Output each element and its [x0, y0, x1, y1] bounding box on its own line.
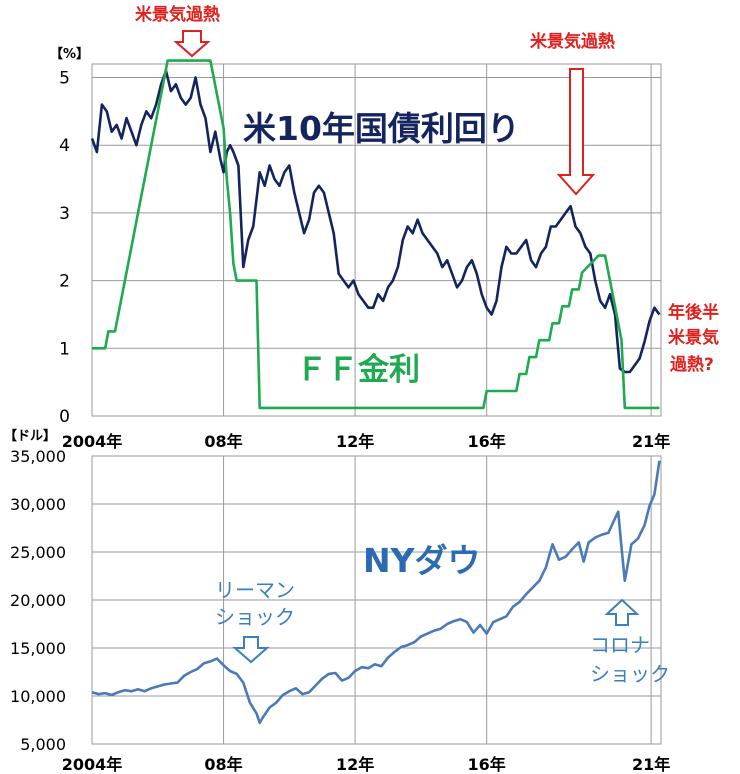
x-tick-label: 08年	[204, 432, 242, 451]
down-arrow-icon	[556, 68, 596, 196]
up-arrow-icon	[604, 598, 640, 626]
y-tick-label: 15,000	[10, 639, 66, 658]
x-tick-label: 21年	[632, 432, 670, 451]
y-tick-label: 5,000	[20, 735, 66, 754]
x-tick-label: 2004年	[62, 755, 123, 774]
x-tick-label: 12年	[336, 755, 374, 774]
y-axis-unit: 【ドル】	[4, 428, 56, 444]
x-tick-label: 12年	[336, 432, 374, 451]
annotation-lehman-line2: ショック	[215, 605, 295, 629]
y-tick-label: 4	[59, 136, 70, 156]
y-tick-label: 0	[59, 407, 70, 427]
annotation-forecast-line1: 年後半	[668, 302, 719, 323]
y-axis-unit: 【%】	[50, 46, 89, 62]
y-tick-label: 35,000	[10, 447, 66, 466]
annotation-overheat-1: 米景気過熱	[135, 4, 220, 25]
annotation-forecast-line2: 米景気	[668, 327, 719, 348]
series-line-2-1	[91, 460, 661, 725]
series-line-1-1	[90, 69, 661, 374]
x-tick-label: 16年	[468, 755, 506, 774]
down-arrow-icon	[232, 636, 270, 664]
annotation-lehman-line1: リーマン	[215, 578, 295, 602]
ny-dow-chart: 5,000 10,000 15,000 20,000 25,000 30,000 35,00…	[4, 428, 670, 774]
series-label-ff-rate: ＦＦ金利	[296, 352, 420, 388]
y-tick-label: 2	[59, 272, 70, 292]
annotation-covid-line2: ショック	[590, 662, 670, 686]
y-tick-label: 20,000	[10, 591, 66, 610]
interest-rate-chart: 0 1 2 3 4 5 【%】 2004年 08年 12年 16年 21年 米10年国債利回り Ｆ…	[50, 4, 719, 451]
y-tick-label: 10,000	[10, 687, 66, 706]
annotation-overheat-2: 米景気過熱	[530, 31, 615, 52]
x-tick-label: 08年	[204, 755, 242, 774]
down-arrow-icon	[173, 30, 211, 58]
annotation-forecast-line3: 過熱?	[670, 354, 714, 375]
y-tick-label: 1	[59, 339, 70, 359]
annotation-covid-line1: コロナ	[590, 633, 650, 657]
series-line-1-2	[92, 59, 660, 410]
series-label-treasury: 米10年国債利回り	[243, 109, 520, 148]
y-tick-label: 5	[59, 69, 70, 89]
x-tick-label: 2004年	[62, 432, 123, 451]
y-tick-label: 30,000	[10, 495, 66, 514]
x-tick-label: 16年	[468, 432, 506, 451]
x-tick-label: 21年	[632, 755, 670, 774]
y-tick-label: 3	[59, 204, 70, 224]
y-tick-label: 25,000	[10, 543, 66, 562]
series-label-ny-dow: NYダウ	[363, 541, 481, 580]
